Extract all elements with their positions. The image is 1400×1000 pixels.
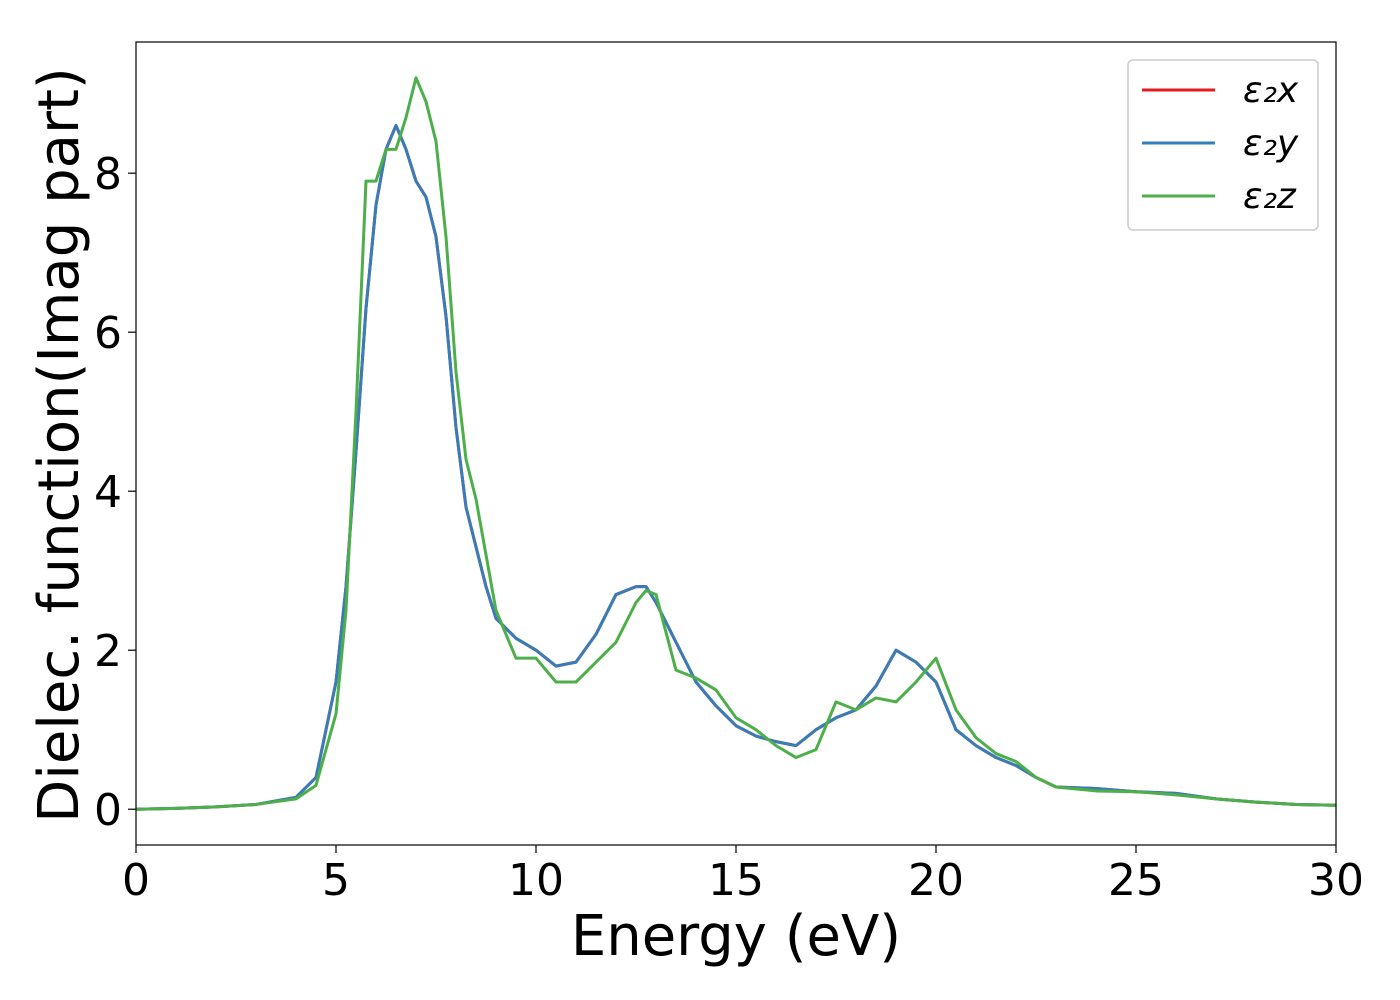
- y-tick-label: 2: [94, 626, 122, 677]
- y-tick-label: 8: [94, 149, 122, 200]
- series-line: [135, 76, 1337, 811]
- x-tick-label: 30: [1308, 855, 1364, 906]
- legend-label: ε₂z: [1243, 176, 1297, 217]
- x-axis-label: Energy (eV): [571, 904, 901, 969]
- x-tick-label: 25: [1108, 855, 1164, 906]
- y-tick-label: 4: [94, 467, 122, 518]
- x-tick-label: 5: [322, 855, 350, 906]
- y-axis-label: Dielec. function(Imag part): [27, 67, 92, 823]
- x-tick-label: 20: [908, 855, 964, 906]
- series-line: [135, 123, 1337, 811]
- legend-label: ε₂x: [1243, 70, 1299, 111]
- legend-label: ε₂y: [1243, 123, 1299, 164]
- legend-box: [1127, 59, 1319, 231]
- y-tick-label: 0: [94, 785, 122, 836]
- x-tick-label: 10: [508, 855, 564, 906]
- x-tick-label: 15: [708, 855, 764, 906]
- x-tick-label: 0: [122, 855, 150, 906]
- y-tick-label: 6: [94, 308, 122, 359]
